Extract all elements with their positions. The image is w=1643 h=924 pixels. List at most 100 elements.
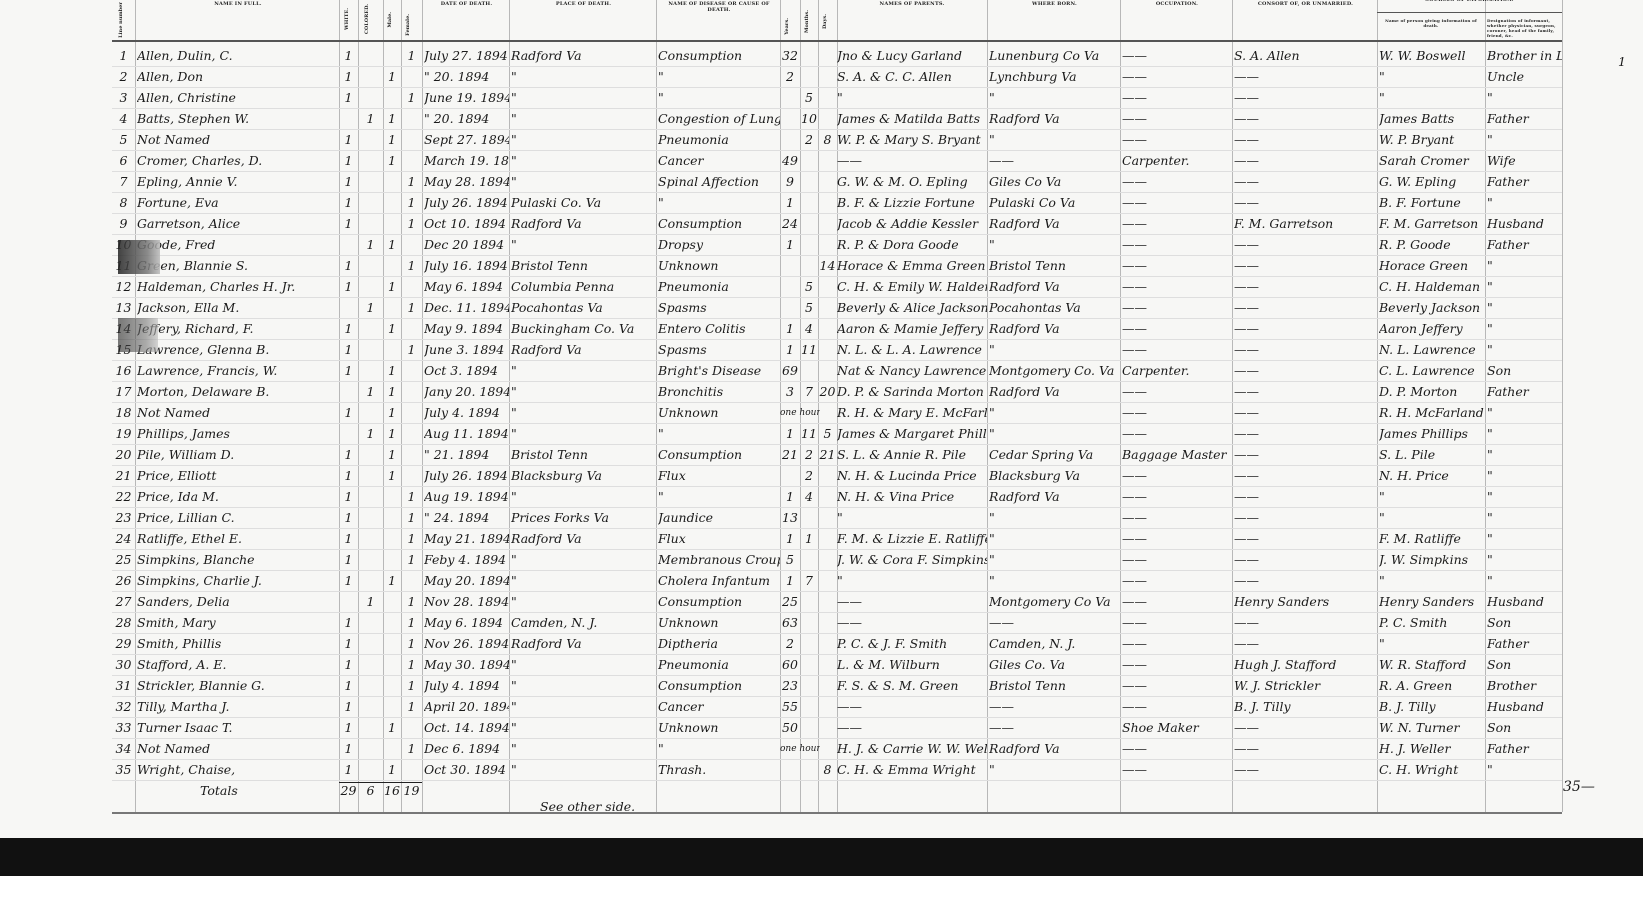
cell-date-of-death: " 24. 1894 [424,510,490,525]
cell-designation: Father [1487,237,1529,252]
cell-date-of-death: Oct. 14. 1894 [424,720,509,735]
cell-female: 1 [407,678,416,693]
cell-consort: —— [1234,195,1259,210]
cell-female: 1 [407,174,416,189]
cell-where-born: Radford Va [989,216,1060,231]
cell-white: 1 [344,615,353,630]
cell-name: Batts, Stephen W. [137,111,250,126]
cell-informant: W. N. Turner [1379,720,1460,735]
cell-cause-of-death: Consumption [658,678,743,693]
cell-occupation: —— [1122,426,1147,441]
cell-male: 1 [388,132,396,147]
cell-consort: S. A. Allen [1234,48,1300,63]
cell-date-of-death: March 19. 1894 [424,153,509,168]
totals-underline [339,782,422,783]
cell-line-number: 9 [119,216,128,231]
cell-name: Allen, Christine [137,90,236,105]
cell-where-born: Giles Co Va [989,174,1062,189]
cell-designation: Wife [1487,153,1516,168]
cell-informant: " [1379,69,1385,84]
cell-age-years: one hour [780,744,820,754]
row-line [112,696,1562,697]
cell-informant: B. F. Fortune [1379,195,1461,210]
header-line-number: Line number [118,2,124,38]
cell-parents: Nat & Nancy Lawrence [837,363,987,378]
cell-occupation: —— [1122,48,1147,63]
cell-name: Goode, Fred [137,237,216,252]
cell-occupation: —— [1122,258,1147,273]
cell-consort: Henry Sanders [1234,594,1330,609]
cell-designation: " [1487,279,1493,294]
cell-name: Stafford, A. E. [137,657,227,672]
cell-line-number: 26 [115,573,132,588]
cell-designation: " [1487,489,1493,504]
cell-line-number: 16 [115,363,132,378]
cell-female: 1 [407,258,416,273]
cell-age-days: 14 [819,258,836,273]
cell-place-of-death: " [511,69,517,84]
cell-occupation: —— [1122,384,1147,399]
cell-informant: N. H. Price [1379,468,1449,483]
cell-age-years: 1 [786,237,794,252]
cell-place-of-death: Bristol Tenn [511,447,588,462]
cell-consort: B. J. Tilly [1234,699,1291,714]
cell-cause-of-death: Jaundice [658,510,713,525]
cell-name: Price, Ida M. [137,489,219,504]
row-line [112,780,1562,781]
cell-white: 1 [344,279,353,294]
cell-cause-of-death: Entero Colitis [658,321,746,336]
cell-line-number: 13 [115,300,132,315]
row-line [112,108,1562,109]
cell-colored: 1 [366,384,375,399]
row-line [112,591,1562,592]
cell-date-of-death: May 30. 1894 [424,657,509,672]
cell-occupation: —— [1122,279,1147,294]
cell-age-months: 10 [801,111,817,126]
cell-name: Lawrence, Glenna B. [137,342,270,357]
cell-line-number: 1 [119,48,128,63]
cell-consort: Hugh J. Stafford [1234,657,1337,672]
cell-male: 1 [388,762,396,777]
cell-occupation: —— [1122,468,1147,483]
cell-age-years: 63 [782,615,798,630]
cell-parents: C. H. & Emma Wright [837,762,976,777]
cell-line-number: 25 [115,552,132,567]
cell-parents: Jno & Lucy Garland [837,48,962,63]
cell-parents: S. L. & Annie R. Pile [837,447,967,462]
cell-occupation: —— [1122,174,1147,189]
cell-occupation: —— [1122,531,1147,546]
cell-name: Strickler, Blannie G. [137,678,265,693]
cell-name: Tilly, Martha J. [137,699,230,714]
cell-consort: —— [1234,111,1259,126]
column-divider [383,0,384,812]
cell-cause-of-death: Unknown [658,258,719,273]
cell-parents: P. C. & J. F. Smith [837,636,948,651]
cell-occupation: —— [1122,699,1147,714]
cell-date-of-death: Aug 19. 1894 [424,489,509,504]
cell-place-of-death: " [511,594,517,609]
cell-line-number: 19 [115,426,132,441]
cell-age-months: 11 [801,342,817,357]
cell-designation: Brother [1487,678,1537,693]
cell-date-of-death: June 3. 1894 [424,342,505,357]
cell-age-months: 5 [805,279,813,294]
row-line [112,339,1562,340]
cell-cause-of-death: Congestion of Lungs [658,111,780,126]
cell-occupation: —— [1122,762,1147,777]
cell-cause-of-death: Consumption [658,216,743,231]
cell-where-born: —— [989,699,1014,714]
cell-date-of-death: May 28. 1894 [424,174,509,189]
cell-male: 1 [388,153,396,168]
cell-cause-of-death: Cancer [658,153,704,168]
cell-parents: F. M. & Lizzie E. Ratliffe [837,531,987,546]
cell-place-of-death: " [511,489,517,504]
column-divider [422,0,423,812]
cell-informant: Henry Sanders [1379,594,1475,609]
row-line [112,213,1562,214]
cell-designation: " [1487,132,1493,147]
column-divider [1562,0,1563,812]
cell-informant: " [1379,573,1385,588]
cell-occupation: Carpenter. [1122,153,1190,168]
cell-male: 1 [388,384,396,399]
cell-where-born: " [989,510,995,525]
